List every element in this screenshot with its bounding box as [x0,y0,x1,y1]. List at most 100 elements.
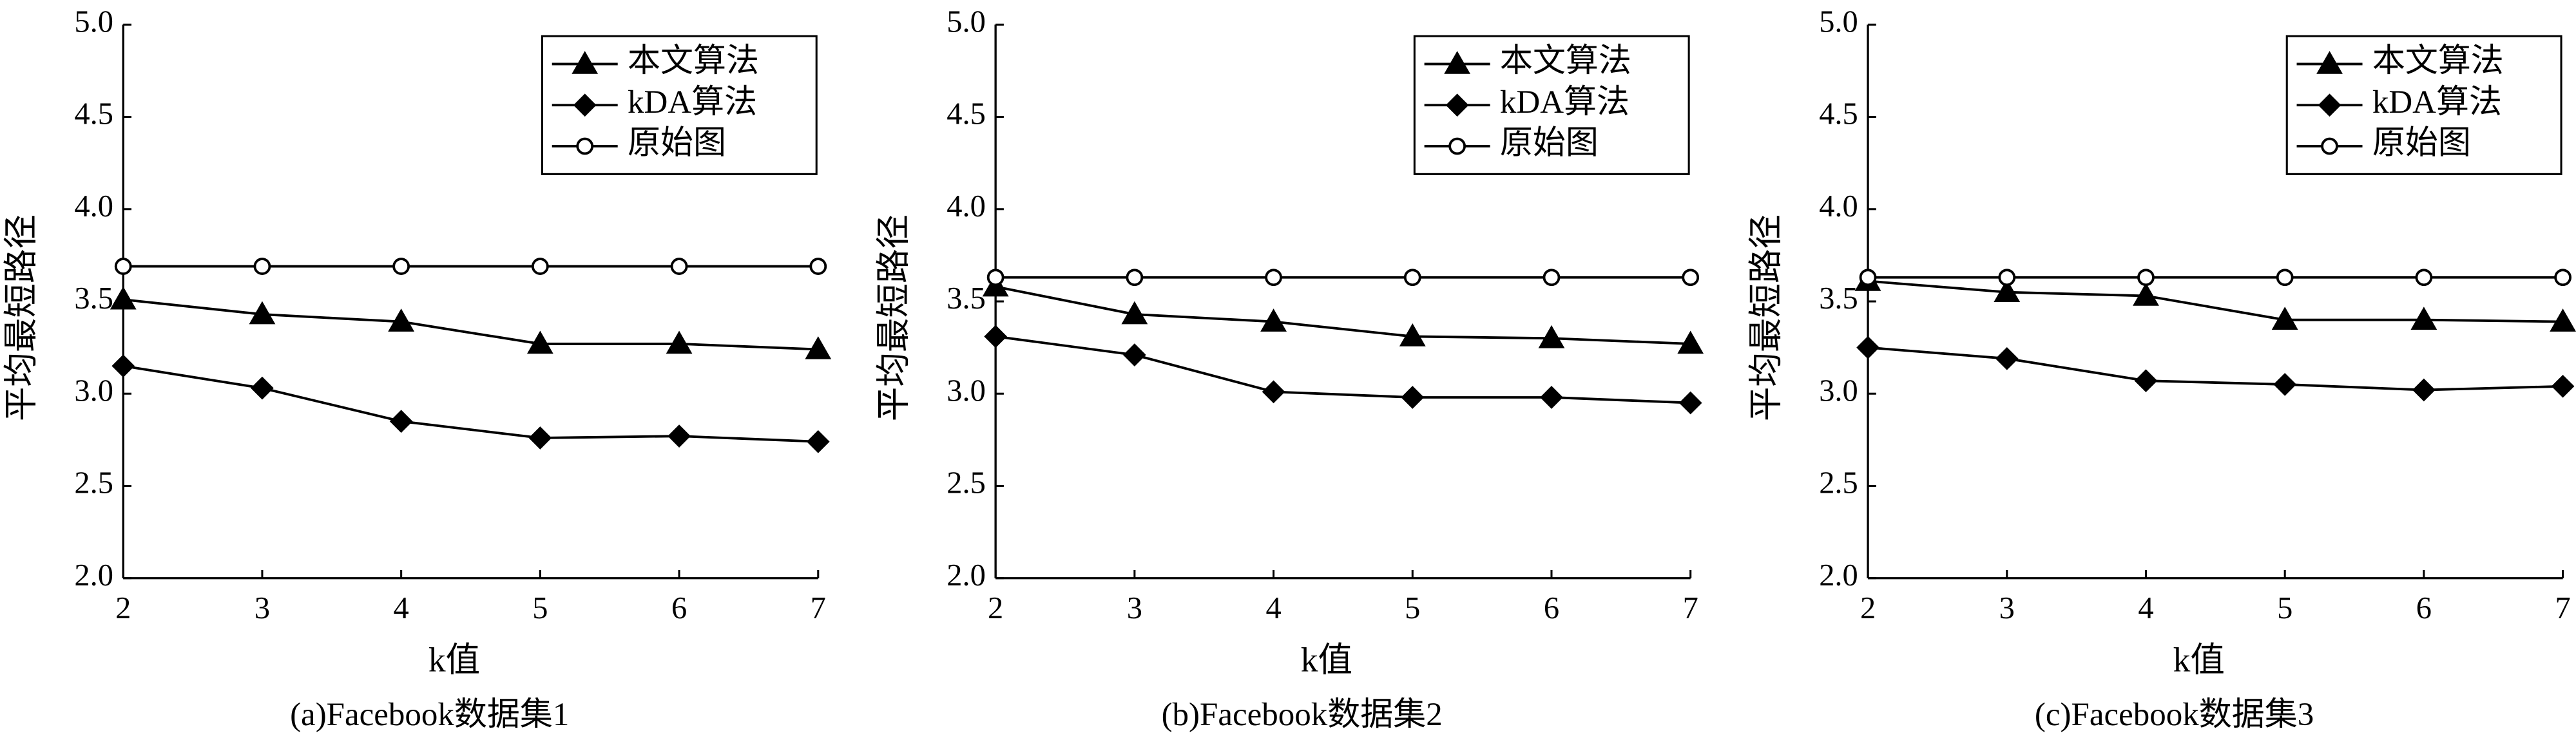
y-axis-label: 平均最短路径 [2,214,41,421]
series-line [1867,280,2563,323]
legend-label: 原始图 [628,126,726,162]
data-point [986,269,1004,287]
data-point [2412,378,2436,402]
data-point [249,301,276,325]
data-point [2276,269,2294,287]
data-point [2137,269,2155,287]
legend-label: 本文算法 [628,43,759,79]
data-point [114,258,132,275]
x-tick-label: 6 [671,591,687,625]
data-point [1677,330,1704,354]
x-tick-label: 4 [1265,591,1281,625]
legend-label: kDA算法 [2372,84,2502,120]
x-axis-label: k值 [428,641,480,679]
legend-marker [1445,93,1469,117]
data-point [110,286,137,310]
x-tick-label: 2 [115,591,131,625]
series-line [122,365,818,443]
legend-marker [1448,137,1466,155]
legend-marker [2321,137,2338,155]
data-point [984,325,1007,348]
data-point [1260,308,1287,332]
y-tick-label: 2.5 [74,466,113,500]
data-point [1859,269,1877,287]
series-line [995,285,1691,345]
data-point [806,430,830,453]
data-point [2550,308,2576,332]
legend-label: 本文算法 [2372,43,2504,79]
y-tick-label: 3.0 [1819,374,1858,408]
data-point [1998,269,2016,287]
data-point [111,354,135,378]
data-point [1543,269,1561,287]
x-tick-label: 7 [2555,591,2570,625]
x-tick-label: 3 [1999,591,2015,625]
data-point [1538,325,1565,348]
data-point [389,410,413,433]
legend-label: 本文算法 [1500,43,1631,79]
y-tick-label: 2.0 [1819,558,1858,593]
y-tick-label: 4.5 [1819,97,1858,131]
x-axis-label: k值 [2173,641,2225,679]
y-tick-label: 2.5 [1819,466,1858,500]
legend-marker [576,137,594,155]
data-point [1994,279,2021,302]
y-tick-label: 3.5 [1819,281,1858,316]
data-point [1401,386,1425,409]
data-point [253,258,271,275]
chart-caption: (b)Facebook数据集2 [1162,697,1443,733]
legend-label: 原始图 [1500,126,1599,162]
data-point [809,258,827,275]
data-point [2410,307,2437,330]
data-point [2271,307,2298,330]
data-point [2133,283,2159,306]
y-tick-label: 2.0 [74,558,113,593]
data-point [1262,380,1285,404]
y-tick-label: 3.0 [947,374,986,408]
y-tick-label: 5.0 [74,5,113,39]
data-point [2554,269,2571,287]
data-point [2415,269,2433,287]
legend-marker [2316,51,2343,74]
y-tick-label: 5.0 [947,5,986,39]
y-tick-label: 3.5 [947,281,986,316]
series-line [123,298,818,351]
data-point [670,258,688,275]
x-tick-label: 6 [1544,591,1559,625]
data-point [531,258,549,275]
data-point [805,336,832,359]
chart-caption: (a)Facebook数据集1 [290,697,569,733]
y-tick-label: 3.0 [74,374,113,408]
y-tick-label: 4.0 [1819,189,1858,223]
series-line [995,335,1691,404]
data-point [2551,374,2575,398]
y-tick-label: 5.0 [1819,5,1858,39]
data-point [392,258,410,275]
data-point [2273,373,2297,396]
data-point [251,376,274,400]
x-tick-label: 5 [2277,591,2292,625]
y-tick-label: 3.5 [74,281,113,316]
legend-label: kDA算法 [628,84,757,120]
x-axis-label: k值 [1301,641,1352,679]
y-tick-label: 4.5 [947,97,986,131]
legend-label: 原始图 [2372,126,2471,162]
x-tick-label: 7 [1683,591,1698,625]
data-point [526,330,553,354]
legend-marker [572,51,599,74]
x-tick-label: 5 [1405,591,1420,625]
y-axis-label: 平均最短路径 [874,214,912,421]
data-point [388,308,415,332]
legend-marker [2318,93,2341,117]
data-point [1126,269,1144,287]
y-tick-label: 4.0 [947,189,986,223]
data-point [1995,346,2019,370]
y-axis-label: 平均最短路径 [1746,214,1785,421]
data-point [1682,269,1700,287]
x-tick-label: 3 [1127,591,1142,625]
x-tick-label: 4 [2138,591,2153,625]
data-point [668,424,691,448]
x-tick-label: 2 [988,591,1003,625]
